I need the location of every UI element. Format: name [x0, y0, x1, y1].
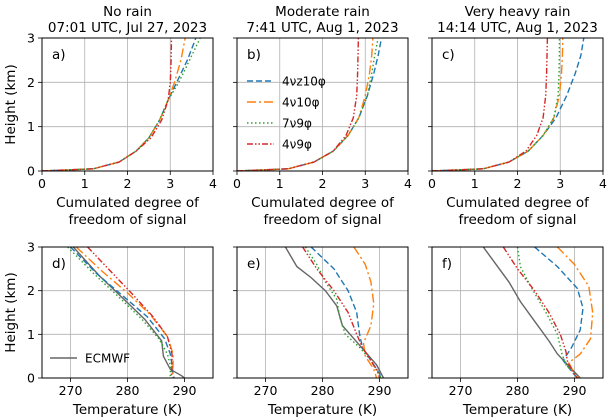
legend-label: 4νz10φ — [282, 75, 326, 89]
panel-label: b) — [247, 47, 261, 63]
legend: ECMWF — [50, 352, 130, 366]
plot-frame — [431, 37, 604, 172]
plot-frame — [236, 246, 409, 379]
x-tick-label: 1 — [471, 176, 479, 191]
series-line-s2 — [75, 247, 174, 378]
series-line-s4 — [432, 38, 549, 171]
panel-e: 270 280 290 e) Temperature (K) — [233, 246, 409, 418]
x-tick-label: 280 — [116, 383, 140, 398]
x-axis-label: Cumulated degree of — [446, 195, 590, 211]
x-tick-label: 2 — [319, 176, 327, 191]
x-tick-label: 0 — [428, 176, 436, 191]
series-line-s1 — [310, 247, 382, 378]
y-tick-label: 2 — [27, 283, 35, 298]
series-line-s2 — [353, 247, 378, 378]
panel-title: Very heavy rain — [465, 4, 571, 20]
panel-label: e) — [247, 256, 261, 272]
series-line-s4 — [237, 38, 360, 171]
legend-label: ECMWF — [85, 352, 130, 366]
legend-label: 7ν9φ — [282, 117, 312, 131]
plot-frame — [431, 246, 604, 379]
x-tick-label: 3 — [361, 176, 369, 191]
legend-label: 4ν9φ — [282, 138, 312, 152]
x-tick-label: 290 — [563, 383, 587, 398]
y-tick-label: 3 — [27, 240, 35, 255]
x-axis-label: Cumulated degree of — [56, 195, 200, 211]
x-axis-label: freedom of signal — [458, 212, 576, 228]
panel-subtitle: 07:01 UTC, Jul 27, 2023 — [48, 20, 207, 36]
y-tick-label: 1 — [27, 119, 35, 134]
legend: 4νz10φ 4ν10φ 7ν9φ 4ν9φ — [247, 75, 326, 152]
x-tick-label: 290 — [173, 383, 197, 398]
x-tick-label: 4 — [599, 176, 607, 191]
x-tick-label: 0 — [233, 176, 241, 191]
series-line-s1 — [432, 38, 585, 171]
plot-frame — [41, 246, 214, 379]
series-line-s1 — [534, 247, 584, 378]
x-axis-label: Temperature (K) — [267, 402, 377, 418]
x-tick-label: 1 — [81, 176, 89, 191]
x-tick-label: 280 — [311, 383, 335, 398]
x-tick-label: 4 — [404, 176, 412, 191]
x-tick-label: 2 — [124, 176, 132, 191]
panel-title: Moderate rain — [275, 4, 370, 20]
x-axis-label: freedom of signal — [263, 212, 381, 228]
legend-label: 4ν10φ — [282, 96, 320, 110]
series-line-s1 — [70, 247, 175, 378]
panel-label: d) — [52, 256, 66, 272]
x-tick-label: 270 — [254, 383, 278, 398]
y-tick-label: 1 — [27, 327, 35, 342]
x-tick-label: 1 — [276, 176, 284, 191]
x-axis-label: Temperature (K) — [462, 402, 572, 418]
x-tick-label: 270 — [59, 383, 83, 398]
panel-f: 270 280 290 f) Temperature (K) — [428, 246, 604, 418]
x-tick-label: 3 — [166, 176, 174, 191]
series-line-s4 — [302, 247, 381, 378]
y-tick-label: 0 — [27, 371, 35, 386]
y-tick-label: 0 — [27, 164, 35, 179]
panel-subtitle: 7:41 UTC, Aug 1, 2023 — [246, 20, 398, 36]
plot-frame — [41, 37, 214, 172]
series-line-ref — [284, 247, 385, 378]
plot-frame — [236, 37, 409, 172]
x-tick-label: 270 — [449, 383, 473, 398]
series-line-s4 — [502, 247, 578, 378]
series-line-s3 — [67, 247, 172, 378]
x-axis-label: Cumulated degree of — [251, 195, 395, 211]
series-line-s2 — [556, 247, 594, 378]
panel-d: 270 280 290 0 1 2 3 d) Temperature (K) Height (km… — [3, 240, 214, 418]
series-line-s3 — [304, 247, 382, 378]
panel-label: f) — [442, 256, 452, 272]
x-tick-label: 4 — [209, 176, 217, 191]
x-tick-label: 290 — [368, 383, 392, 398]
series-line-ref — [482, 247, 581, 378]
y-tick-label: 2 — [27, 75, 35, 90]
x-axis-label: Temperature (K) — [72, 402, 182, 418]
y-tick-label: 3 — [27, 31, 35, 46]
panel-label: c) — [442, 47, 455, 63]
y-axis-label: Height (km) — [3, 272, 19, 352]
panel-title: No rain — [103, 4, 152, 20]
series-line-s4 — [42, 38, 173, 171]
x-axis-label: freedom of signal — [68, 212, 186, 228]
panel-subtitle: 14:14 UTC, Aug 1, 2023 — [437, 20, 598, 36]
series-line-s4 — [87, 247, 173, 378]
x-tick-label: 3 — [556, 176, 564, 191]
y-axis-label: Height (km) — [3, 64, 19, 144]
series-line-s3 — [42, 38, 201, 171]
x-tick-label: 280 — [506, 383, 530, 398]
series-line-s3 — [516, 247, 578, 378]
x-tick-label: 2 — [514, 176, 522, 191]
x-tick-label: 0 — [38, 176, 46, 191]
panel-label: a) — [52, 47, 66, 63]
